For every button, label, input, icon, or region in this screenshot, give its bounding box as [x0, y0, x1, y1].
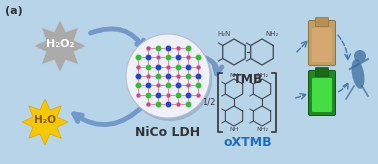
- FancyBboxPatch shape: [312, 28, 332, 62]
- Text: H₂O: H₂O: [34, 115, 56, 125]
- Text: NH₂: NH₂: [256, 127, 268, 132]
- Text: oXTMB: oXTMB: [224, 136, 272, 149]
- Text: NH₂: NH₂: [256, 73, 268, 78]
- Circle shape: [126, 34, 210, 118]
- Circle shape: [128, 37, 212, 121]
- Text: 1/2: 1/2: [201, 98, 215, 106]
- FancyBboxPatch shape: [316, 18, 328, 27]
- FancyBboxPatch shape: [308, 71, 336, 115]
- Text: NH₂: NH₂: [265, 31, 278, 37]
- Text: NH: NH: [229, 127, 239, 132]
- FancyBboxPatch shape: [308, 20, 336, 65]
- Text: TMB: TMB: [233, 73, 263, 86]
- Text: NH: NH: [229, 73, 239, 78]
- Text: NiCo LDH: NiCo LDH: [135, 126, 201, 139]
- Text: H₂N: H₂N: [218, 31, 231, 37]
- Circle shape: [354, 50, 366, 62]
- Ellipse shape: [352, 59, 364, 89]
- FancyBboxPatch shape: [316, 68, 328, 76]
- FancyBboxPatch shape: [312, 78, 332, 112]
- Polygon shape: [22, 99, 68, 145]
- Text: H₂O₂: H₂O₂: [46, 39, 74, 49]
- Text: (a): (a): [5, 6, 23, 16]
- Polygon shape: [34, 20, 86, 72]
